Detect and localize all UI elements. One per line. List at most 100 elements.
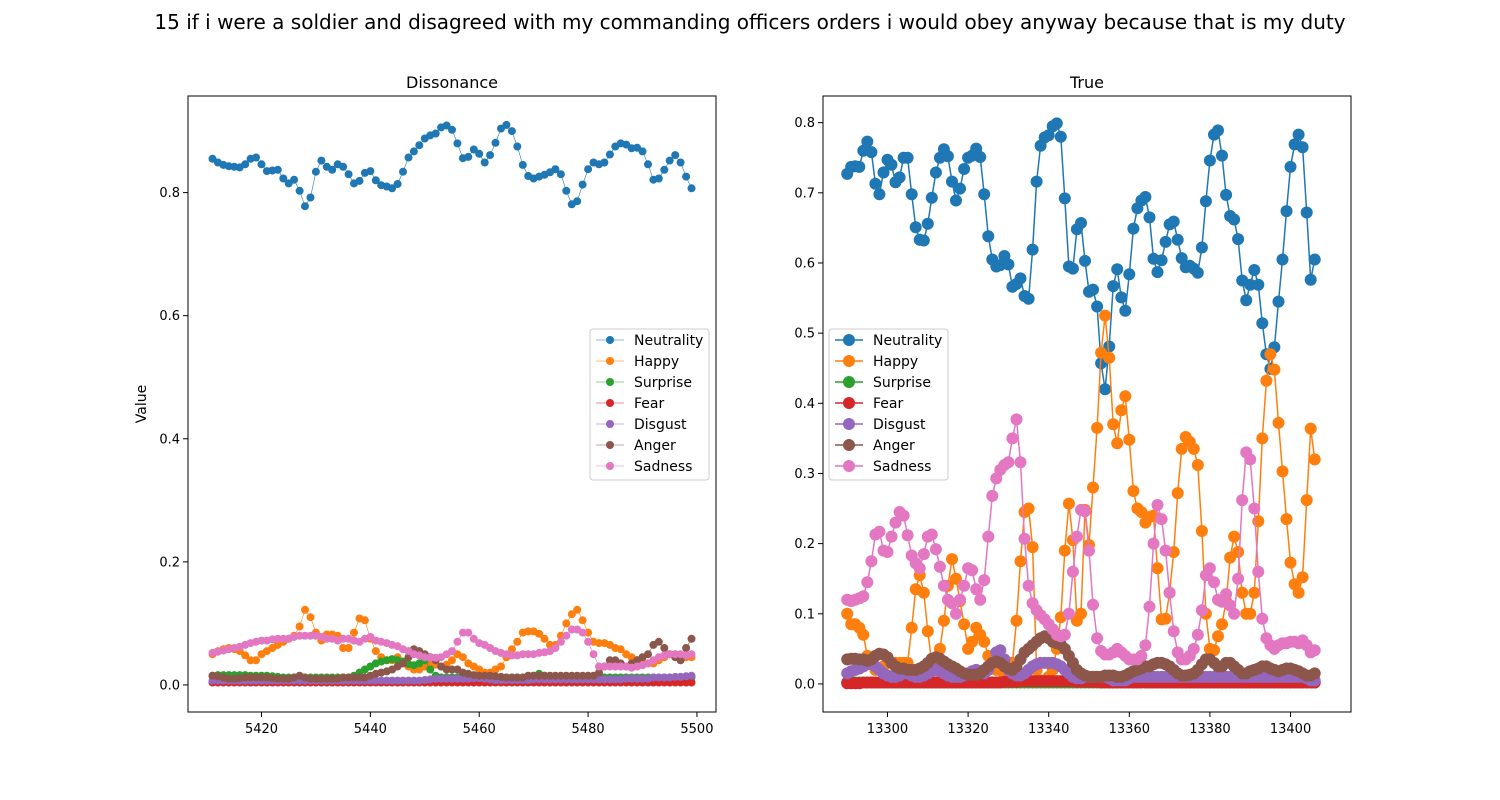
data-point-sadness [551,644,560,652]
data-point-neutrality [1143,211,1156,224]
data-point-sadness [1163,586,1176,599]
data-point-disgust [437,674,446,683]
data-point-neutrality [1002,258,1015,271]
legend-label: Fear [634,396,664,412]
data-point-happy [540,634,549,643]
data-point-happy [1292,586,1305,599]
data-point-happy [1111,437,1124,450]
data-point-neutrality [393,180,402,188]
data-point-neutrality [1107,280,1120,293]
data-point-neutrality [442,121,451,130]
data-point-neutrality [404,153,413,162]
data-point-neutrality [946,175,958,188]
data-point-happy [1014,555,1027,568]
data-point-neutrality [1191,266,1204,279]
data-point-sadness [1248,502,1261,515]
data-point-sadness [1147,537,1160,550]
data-point-anger [502,673,511,682]
data-point-neutrality [399,167,407,176]
legend-label: Happy [873,354,918,370]
data-point-happy [917,586,930,599]
data-point-sadness [273,634,282,643]
data-point-neutrality [290,175,299,184]
data-point-sadness [562,631,571,640]
data-point-sadness [1014,456,1027,469]
data-point-neutrality [950,194,962,207]
data-point-neutrality [982,230,995,243]
legend-marker [843,439,855,451]
data-point-neutrality [1058,192,1071,205]
x-tick-label: 5480 [572,722,605,737]
data-point-sadness [1208,576,1220,589]
data-point-neutrality [1014,272,1027,285]
legend-label: Happy [634,354,679,370]
data-point-sadness [1139,639,1152,652]
data-point-neutrality [1042,129,1055,142]
data-point-sadness [885,530,898,543]
data-point-happy [584,628,593,637]
y-tick-label: 0.3 [794,467,815,482]
data-point-neutrality [311,167,320,176]
data-point-sadness [1022,579,1035,592]
data-point-anger [682,644,691,652]
data-point-happy [1280,513,1293,526]
data-point-sadness [1167,625,1180,638]
data-point-sadness [584,637,593,646]
legend-label: Sadness [873,459,931,475]
data-point-sadness [1135,649,1148,662]
data-point-neutrality [600,158,609,167]
data-point-happy [1248,586,1261,599]
legend-label: Neutrality [873,333,942,349]
legend-entry-surprise: Surprise [835,375,931,391]
legend-marker [606,420,614,428]
data-point-disgust [654,673,663,682]
plot-area [208,120,696,687]
y-tick-label: 0.6 [794,256,815,271]
y-tick-label: 0.5 [794,327,815,342]
data-point-happy [1232,546,1245,558]
data-point-sadness [616,662,625,671]
data-point-happy [1103,351,1116,364]
data-point-happy [1107,418,1120,431]
data-point-sadness [1002,456,1015,469]
data-point-sadness [865,555,878,568]
legend-box [828,328,949,481]
data-point-sadness [1083,544,1095,557]
data-point-neutrality [958,163,971,175]
data-point-happy [1115,404,1128,417]
data-point-happy [1195,525,1208,537]
x-tick-label: 13320 [947,722,988,737]
data-point-neutrality [654,174,663,183]
data-point-neutrality [1248,264,1261,276]
data-point-happy [578,616,587,625]
data-point-disgust [627,674,636,683]
data-point-neutrality [1054,130,1067,143]
data-point-neutrality [1103,340,1116,353]
data-point-happy [950,572,962,585]
data-point-neutrality [877,166,890,179]
series-sadness [841,413,1321,666]
data-point-sadness [464,628,473,637]
data-point-neutrality [273,165,282,174]
data-point-neutrality [954,182,966,195]
data-point-happy [344,644,353,652]
data-point-sadness [448,647,456,656]
legend-entry-sadness: Sadness [835,459,931,475]
data-point-sadness [1252,565,1265,578]
data-point-neutrality [1026,243,1039,256]
data-point-disgust [638,674,647,683]
data-point-neutrality [328,165,337,174]
data-point-neutrality [556,170,565,179]
data-point-sadness [1220,588,1233,601]
data-point-happy [295,622,304,631]
legend-entry-anger: Anger [596,438,676,454]
data-point-neutrality [1203,154,1216,167]
data-point-happy [1256,432,1269,445]
data-point-happy [1268,363,1281,376]
data-point-neutrality [1087,283,1099,296]
legend-marker [606,357,614,365]
data-point-neutrality [513,142,522,151]
data-point-anger [350,673,358,682]
data-point-happy [497,662,505,671]
data-point-neutrality [941,150,954,163]
